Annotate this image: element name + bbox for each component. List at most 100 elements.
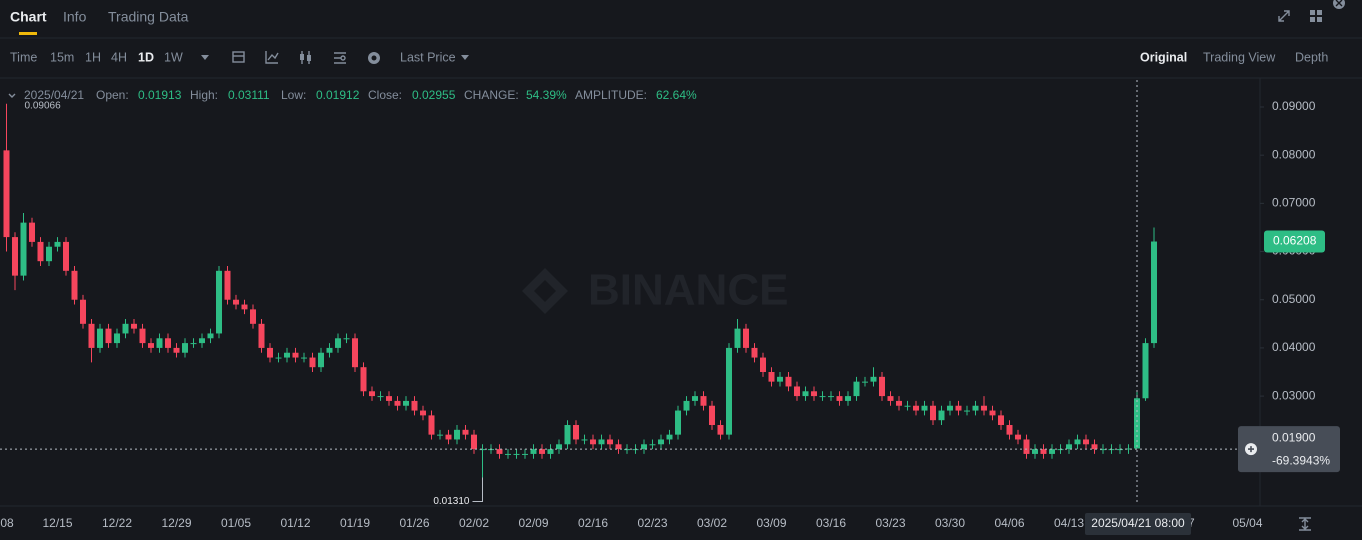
candle-body xyxy=(1040,449,1047,454)
candle-body xyxy=(700,396,707,406)
dropdown-arrow[interactable] xyxy=(201,55,209,60)
candle-body xyxy=(913,405,919,411)
x-tick-label: 05/04 xyxy=(1232,516,1262,530)
candle-body xyxy=(88,323,95,348)
candle-body xyxy=(352,338,358,368)
crosshair-time: 2025/04/21 08:00 xyxy=(1091,516,1185,530)
candle-body xyxy=(692,396,698,401)
candle-body xyxy=(1142,343,1149,399)
candle-body xyxy=(887,396,894,401)
candle-body xyxy=(275,357,282,359)
candle-body xyxy=(709,405,715,426)
indicator-icon[interactable] xyxy=(265,51,279,64)
last-price: 0.06208 xyxy=(1273,234,1317,248)
grid-icon[interactable] xyxy=(1310,10,1322,22)
candle-body xyxy=(122,323,129,334)
candle-body xyxy=(471,434,477,450)
info-value: 54.39% xyxy=(526,88,567,102)
candle-body xyxy=(947,405,953,411)
collapse-chevron[interactable] xyxy=(8,93,16,98)
candle-body xyxy=(539,449,545,454)
x-tick-label: 08 xyxy=(0,516,14,530)
candle-body xyxy=(845,396,851,401)
candle-body xyxy=(981,405,987,411)
info-label: Low: xyxy=(281,88,306,102)
candle-body xyxy=(836,396,843,401)
view-option[interactable]: Trading View xyxy=(1203,50,1276,64)
candle-body xyxy=(598,439,605,445)
price-type[interactable]: Last Price xyxy=(400,50,456,64)
candle-body xyxy=(743,328,749,348)
crosshair-change: -69.3943% xyxy=(1272,453,1330,467)
last-price-tag xyxy=(1264,230,1325,253)
crosshair-time-box xyxy=(1085,513,1191,535)
candle-body xyxy=(1066,444,1072,450)
watermark: BINANCE xyxy=(522,266,788,315)
candle-body xyxy=(547,449,554,454)
candle-body xyxy=(802,391,809,397)
candle-body xyxy=(63,241,69,271)
x-tick-label: 01/12 xyxy=(280,516,310,530)
candle-body xyxy=(1074,439,1081,445)
candle-body xyxy=(505,453,511,455)
candle-body xyxy=(649,444,656,446)
info-value: 0.02955 xyxy=(412,88,456,102)
dropdown-arrow[interactable] xyxy=(461,55,469,60)
view-option[interactable]: Depth xyxy=(1295,50,1328,64)
view-option[interactable]: Original xyxy=(1140,50,1187,64)
tab[interactable]: Trading Data xyxy=(108,9,189,25)
candle-body xyxy=(862,381,868,383)
candle-body xyxy=(445,434,452,440)
candle-body xyxy=(420,410,426,416)
x-tick-label: 02/16 xyxy=(578,516,608,530)
info-value: 0.01913 xyxy=(138,88,182,102)
tab[interactable]: Chart xyxy=(10,9,47,25)
candle-body xyxy=(989,410,996,416)
candle-body xyxy=(394,400,401,406)
interval[interactable]: 1W xyxy=(164,50,183,64)
candle-body xyxy=(190,343,197,345)
x-tick-label: 12/22 xyxy=(102,516,132,530)
candle-body xyxy=(530,449,537,454)
candle-body xyxy=(3,150,10,238)
candle-body xyxy=(12,237,18,276)
candle-body xyxy=(428,415,435,435)
interval[interactable]: 4H xyxy=(111,50,127,64)
candle-body xyxy=(921,405,928,411)
candle-body xyxy=(1083,439,1089,445)
calendar-icon[interactable] xyxy=(232,51,245,63)
candle-body xyxy=(777,376,783,382)
candle-body xyxy=(581,439,588,441)
expand-icon[interactable] xyxy=(1278,10,1290,22)
info-value: 0.01912 xyxy=(316,88,360,102)
close-icon[interactable] xyxy=(1333,0,1345,9)
candles xyxy=(3,103,1157,478)
interval[interactable]: 1D xyxy=(138,50,154,64)
candle-body xyxy=(717,425,724,435)
candle-body xyxy=(139,328,146,344)
candle-body xyxy=(326,347,333,353)
candle-body xyxy=(1006,425,1013,435)
min-label-leader xyxy=(472,477,483,503)
candle-body xyxy=(318,352,324,368)
candle-body xyxy=(207,333,214,339)
y-tick-label: 0.09000 xyxy=(1272,99,1316,113)
candle-icon[interactable] xyxy=(300,51,311,64)
scale-icon[interactable] xyxy=(1299,517,1311,531)
layout-icon[interactable] xyxy=(334,52,346,64)
candle-body xyxy=(751,347,758,358)
x-tick-label: 03/09 xyxy=(756,516,786,530)
x-tick-label: 02/02 xyxy=(459,516,489,530)
settings-icon[interactable] xyxy=(368,52,380,64)
interval[interactable]: 1H xyxy=(85,50,101,64)
info-label: Close: xyxy=(368,88,402,102)
candle-body xyxy=(224,270,231,300)
info-date: 2025/04/21 xyxy=(24,88,84,102)
toolbar-item[interactable]: Time xyxy=(10,50,37,64)
tab[interactable]: Info xyxy=(63,9,87,25)
candle-body xyxy=(564,425,571,445)
candle-body xyxy=(811,391,817,397)
x-tick-label: 02/09 xyxy=(518,516,548,530)
interval[interactable]: 15m xyxy=(50,50,74,64)
